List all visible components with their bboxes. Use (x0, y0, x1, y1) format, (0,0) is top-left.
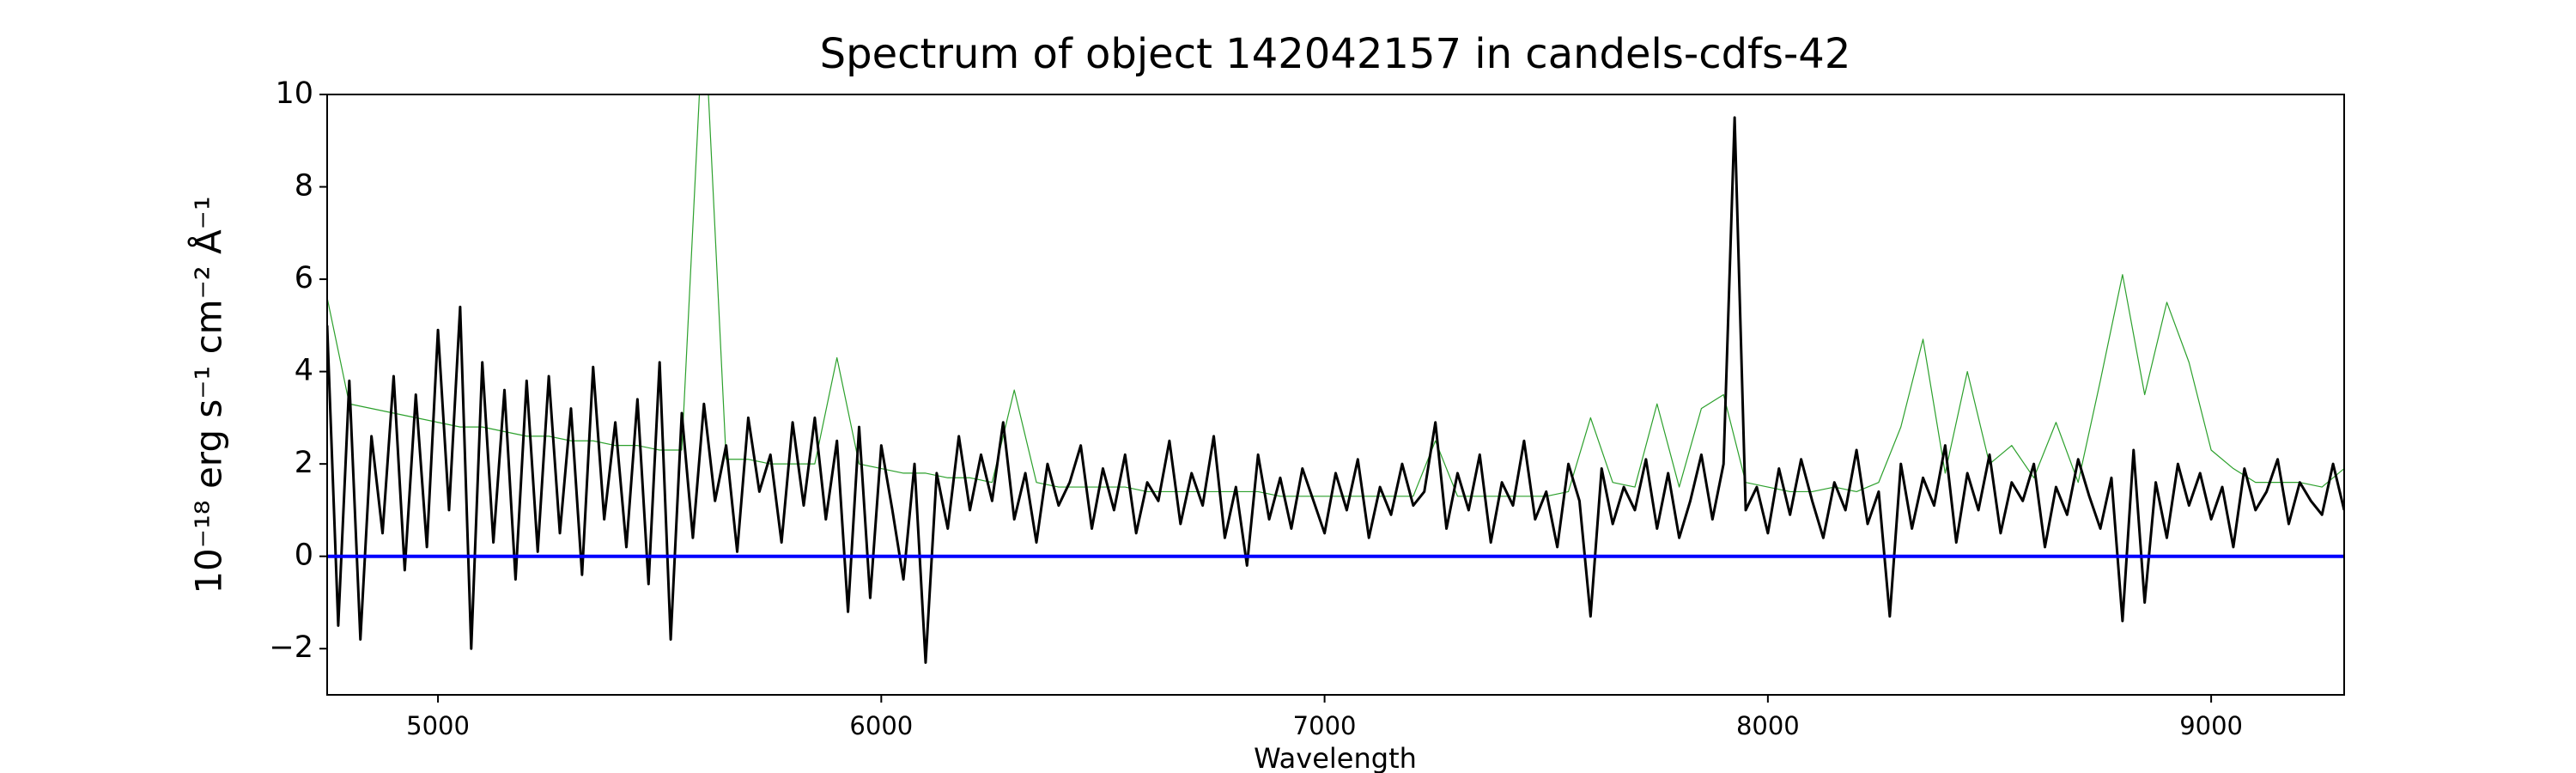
y-tick-label: 10 (275, 76, 313, 111)
plot-area (327, 94, 2344, 664)
x-tick-label: 6000 (849, 711, 913, 740)
y-tick-label: −2 (269, 630, 313, 665)
y-tick-label: 4 (295, 354, 313, 388)
y-axis-label: 10⁻¹⁸ erg s⁻¹ cm⁻² Å⁻¹ (187, 196, 230, 593)
y-tick-label: 8 (295, 169, 313, 204)
y-tick-label: 0 (295, 539, 313, 573)
chart-title: Spectrum of object 142042157 in candels-… (820, 30, 1851, 78)
y-tick-label: 6 (295, 261, 313, 295)
data-line (327, 116, 2344, 664)
axes-frame (326, 94, 2345, 696)
x-axis-label: Wavelength (1254, 742, 1417, 773)
x-tick-label: 7000 (1293, 711, 1357, 740)
x-tick-label: 9000 (2179, 711, 2243, 740)
x-tick-label: 8000 (1736, 711, 1800, 740)
y-tick-label: 2 (295, 446, 313, 480)
x-tick-label: 5000 (406, 711, 470, 740)
